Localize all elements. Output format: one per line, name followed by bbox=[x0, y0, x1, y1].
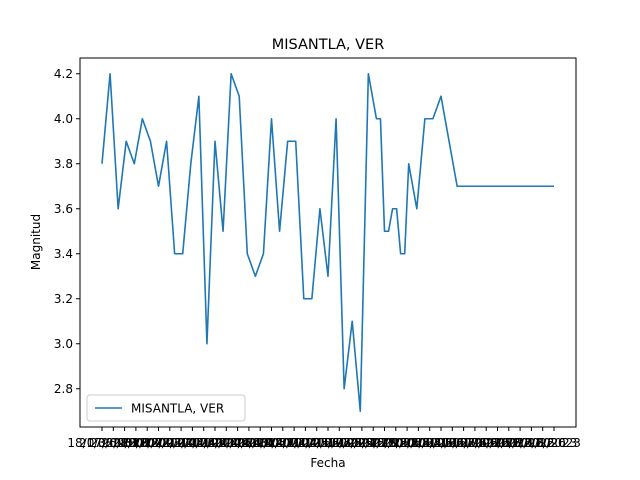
y-tick-label: 3.4 bbox=[54, 247, 73, 261]
x-tick-label: 26/11/2024 bbox=[237, 436, 306, 450]
x-tick-label: 07/04/2025 bbox=[282, 436, 351, 450]
legend-label: MISANTLA, VER bbox=[131, 402, 224, 416]
x-tick-label: 15/07/2025 bbox=[316, 436, 385, 450]
x-tick-label: 21/09/2024 bbox=[214, 436, 283, 450]
x-tick-label: 12/06/2025 bbox=[305, 436, 374, 450]
x-tick-label: 24/11/2025 bbox=[361, 436, 430, 450]
y-tick-label: 3.6 bbox=[54, 202, 73, 216]
y-tick-label: 3.0 bbox=[54, 337, 73, 351]
x-tick-label: 22/10/2025 bbox=[350, 436, 419, 450]
x-tick-label: 10/05/2025 bbox=[293, 436, 362, 450]
x-tick-label: 05/04/2026 bbox=[406, 436, 475, 450]
x-tick-label: 05/03/2025 bbox=[271, 436, 340, 450]
x-tick-label: 09/04/2024 bbox=[158, 436, 227, 450]
x-axis: 18/07/202321/08/202323/09/202326/10/2023… bbox=[67, 427, 581, 450]
x-tick-label: 10/06/2026 bbox=[429, 436, 498, 450]
x-axis-label: Fecha bbox=[310, 456, 345, 470]
x-tick-label: 24/10/2024 bbox=[226, 436, 295, 450]
x-tick-label: 29/01/2026 bbox=[384, 436, 453, 450]
x-tick-label: 27/01/2023 bbox=[508, 436, 577, 450]
x-tick-label: 31/01/2025 bbox=[260, 436, 329, 450]
x-tick-label: 27/12/2025 bbox=[373, 436, 442, 450]
x-tick-label: 19/08/2024 bbox=[203, 436, 272, 450]
x-tick-label: 29/12/2024 bbox=[248, 436, 317, 450]
x-tick-label: 20/10/2026 bbox=[474, 436, 543, 450]
x-tick-label: 17/07/2024 bbox=[192, 436, 261, 450]
series-layer bbox=[101, 72, 554, 413]
x-tick-label: 28/11/2023 bbox=[113, 436, 182, 450]
x-tick-label: 15/08/2026 bbox=[452, 436, 521, 450]
y-axis: 2.8 3.0 3.2 3.4 3.6 3.8 4.0 4.2 bbox=[54, 67, 80, 396]
x-tick-label: 19/09/2025 bbox=[339, 436, 408, 450]
x-tick-label: 03/03/2026 bbox=[395, 436, 464, 450]
x-tick-label: 26/10/2023 bbox=[101, 436, 170, 450]
x-tick-label: 17/08/2025 bbox=[327, 436, 396, 450]
x-tick-label: 12/05/2024 bbox=[169, 436, 238, 450]
x-tick-label: 14/06/2024 bbox=[180, 436, 249, 450]
y-tick-label: 2.8 bbox=[54, 382, 73, 396]
series-line-misantla bbox=[101, 72, 554, 413]
x-tick-label: 1/1/2023 bbox=[527, 436, 581, 450]
x-tick-label: 03/02/2024 bbox=[135, 436, 204, 450]
x-tick-label: 18/07/2023 bbox=[67, 436, 136, 450]
y-tick-label: 4.0 bbox=[54, 112, 73, 126]
y-axis-label: Magnitud bbox=[29, 214, 43, 270]
x-tick-label: 21/08/2023 bbox=[79, 436, 148, 450]
chart-title: MISANTLA, VER bbox=[272, 37, 385, 53]
x-tick-label: 07/03/2024 bbox=[147, 436, 216, 450]
x-tick-label: 22/11/2026 bbox=[486, 436, 555, 450]
y-tick-label: 3.8 bbox=[54, 157, 73, 171]
x-tick-label: 08/05/2026 bbox=[418, 436, 487, 450]
y-tick-label: 3.2 bbox=[54, 292, 73, 306]
x-tick-label: 13/07/2026 bbox=[440, 436, 509, 450]
x-tick-label: 25/12/2026 bbox=[497, 436, 566, 450]
x-tick-label: 31/12/2023 bbox=[124, 436, 193, 450]
legend-box bbox=[86, 394, 246, 422]
x-tick-label: 17/09/2026 bbox=[463, 436, 532, 450]
x-tick-label: 23/09/2023 bbox=[90, 436, 159, 450]
y-tick-label: 4.2 bbox=[54, 67, 73, 81]
legend: MISANTLA, VER bbox=[86, 394, 246, 422]
